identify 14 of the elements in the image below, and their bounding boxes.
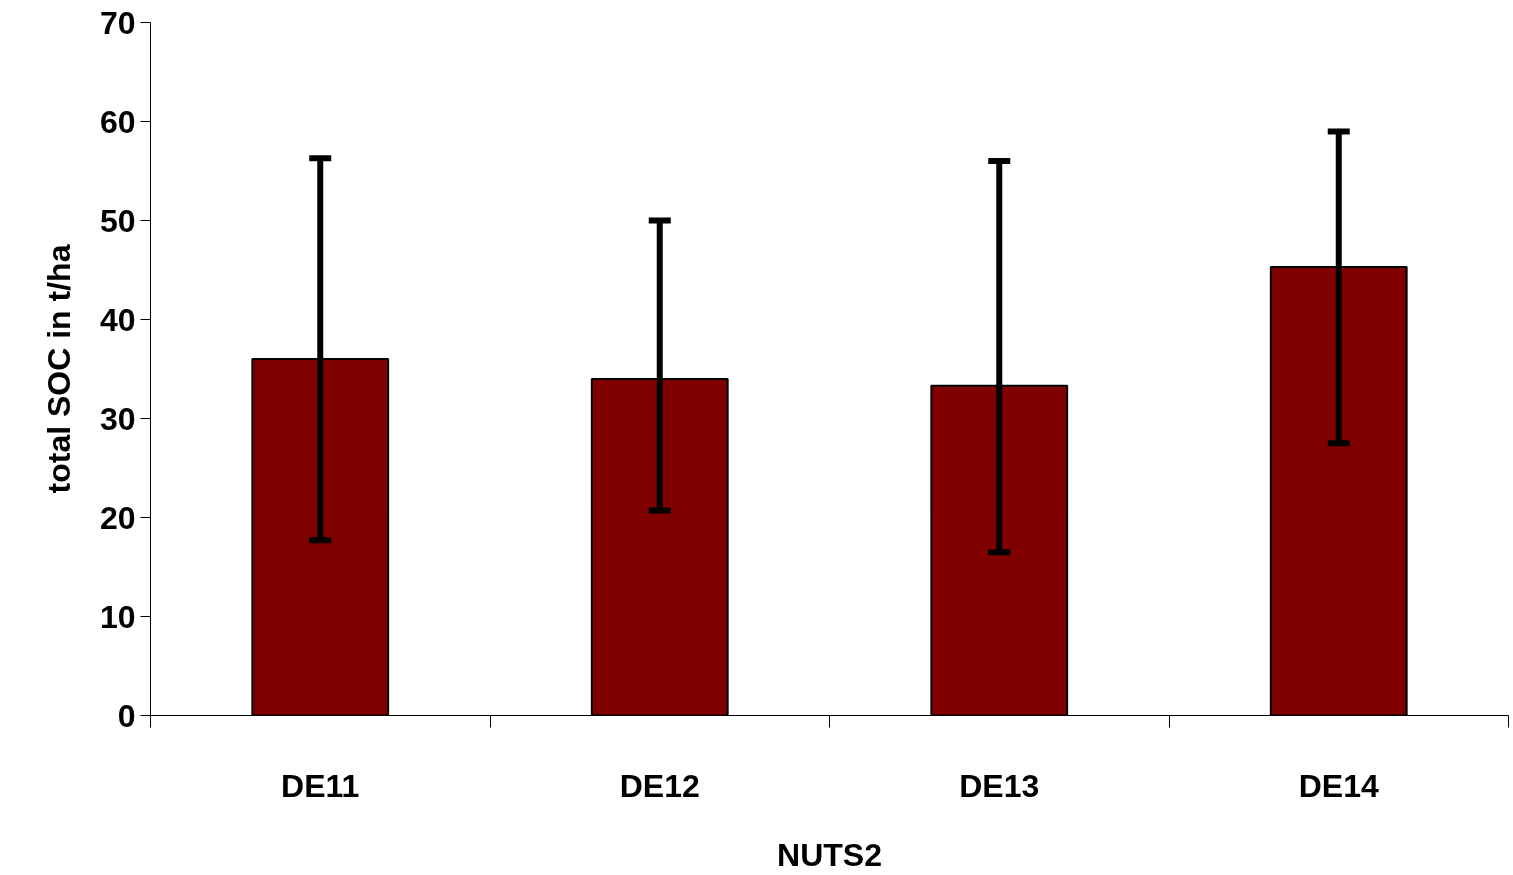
y-tick-label: 40: [99, 301, 136, 338]
x-tick-label: DE13: [959, 767, 1040, 804]
x-axis-title: NUTS2: [777, 836, 882, 873]
y-tick-label: 70: [99, 4, 136, 41]
y-tick-label: 30: [99, 400, 136, 437]
y-tick-label: 60: [99, 103, 136, 140]
x-tick-label: DE14: [1298, 767, 1379, 804]
y-tick-label: 20: [99, 499, 136, 536]
y-tick-label: 0: [117, 697, 136, 734]
x-tick-label: DE11: [281, 767, 360, 804]
y-tick-label: 50: [99, 202, 136, 239]
y-axis-title: total SOC in t/ha: [40, 244, 77, 494]
y-tick-label: 10: [99, 598, 136, 635]
x-tick-label: DE12: [619, 767, 700, 804]
